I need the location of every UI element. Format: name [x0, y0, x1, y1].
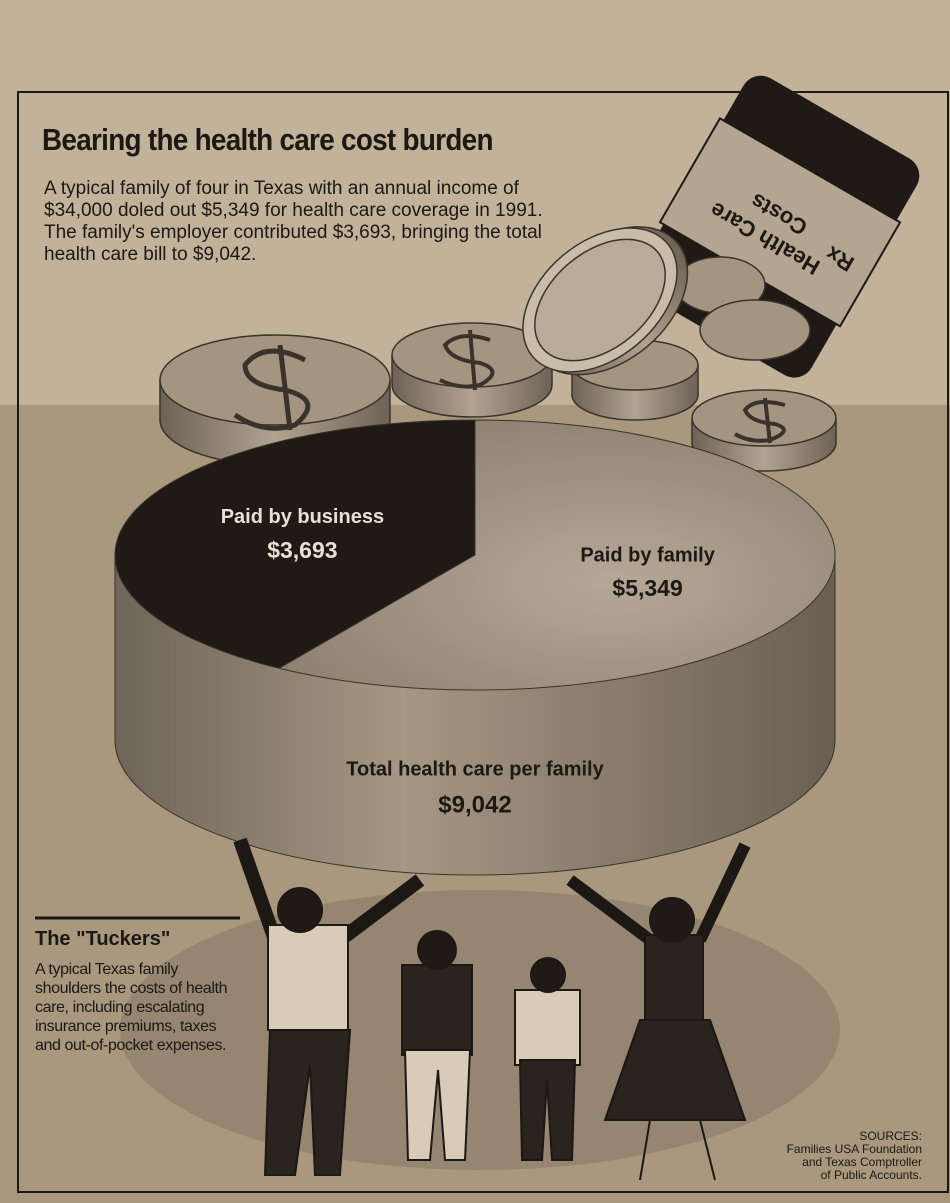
- sources: SOURCES: Families USA Foundation and Tex…: [787, 1130, 922, 1182]
- sidebar-text: A typical Texas family shoulders the cos…: [35, 960, 240, 1055]
- sidebar-title: The "Tuckers": [35, 928, 170, 951]
- title: Bearing the health care cost burden: [42, 122, 493, 158]
- total-label: Total health care per family: [346, 758, 604, 780]
- infographic: Rx Health Care Costs Total health care p…: [0, 0, 950, 1203]
- total-value: $9,042: [438, 791, 511, 818]
- slice-value: $3,693: [267, 537, 337, 563]
- slice-label: Paid by business: [221, 506, 384, 528]
- slice-value: $5,349: [612, 575, 682, 601]
- slice-label: Paid by family: [580, 544, 715, 566]
- subtitle: A typical family of four in Texas with a…: [44, 178, 544, 266]
